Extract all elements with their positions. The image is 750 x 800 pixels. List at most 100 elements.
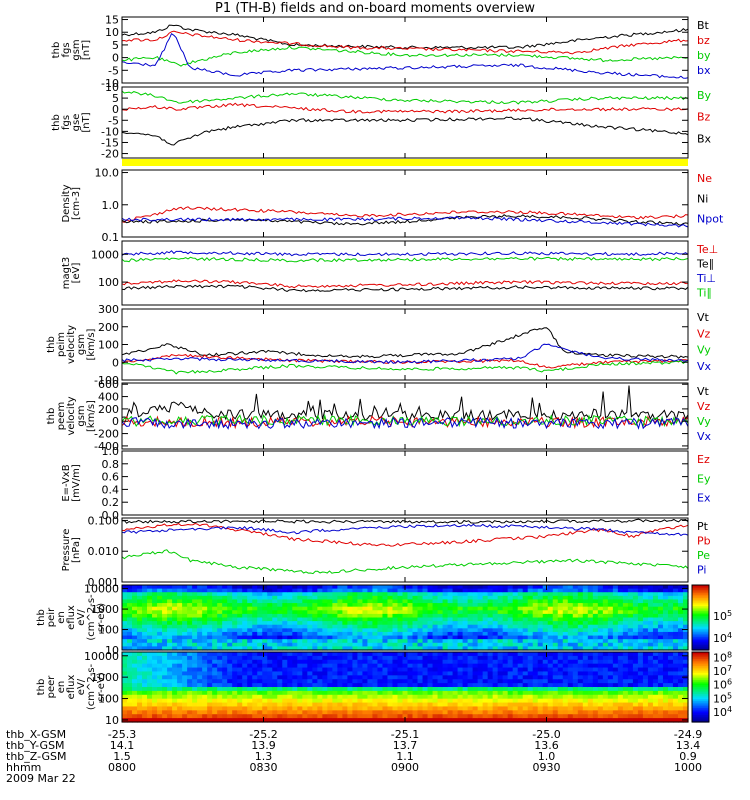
heatmap-cell <box>252 631 258 637</box>
heatmap-cell <box>487 595 494 601</box>
heatmap-cell <box>672 588 679 593</box>
heatmap-cell <box>142 613 148 619</box>
heatmap-cell <box>297 603 303 608</box>
heatmap-cell <box>267 603 273 608</box>
heatmap-cell <box>527 659 534 665</box>
heatmap-cell <box>487 667 494 673</box>
heatmap-cell <box>227 621 233 626</box>
heatmap-cell <box>207 655 213 661</box>
heatmap-cell <box>162 599 168 604</box>
heatmap-cell <box>617 642 624 647</box>
heatmap-cell <box>442 642 449 647</box>
heatmap-cell <box>337 631 343 637</box>
heatmap-cell <box>497 714 504 719</box>
heatmap-cell <box>352 613 359 619</box>
heatmap-cell <box>217 690 223 696</box>
heatmap-cell <box>662 642 669 647</box>
heatmap-cell <box>547 671 554 676</box>
heatmap-cell <box>277 702 283 708</box>
heatmap-cell <box>587 613 594 619</box>
heatmap-cell <box>532 667 539 673</box>
heatmap-cell <box>662 595 669 601</box>
heatmap-cell <box>577 603 584 608</box>
heatmap-cell <box>167 690 173 696</box>
heatmap-cell <box>192 659 198 665</box>
heatmap-cell <box>382 683 389 688</box>
heatmap-cell <box>632 624 639 629</box>
heatmap-cell <box>682 659 689 665</box>
heatmap-cell <box>427 628 434 633</box>
heatmap-cell <box>362 599 369 604</box>
heatmap-cell <box>557 671 564 676</box>
heatmap-cell <box>487 718 494 723</box>
heatmap-cell <box>577 635 584 640</box>
heatmap-cell <box>387 588 394 593</box>
heatmap-cell <box>677 588 684 593</box>
heatmap-cell <box>337 663 343 669</box>
heatmap-cell <box>257 635 263 640</box>
heatmap-cell <box>317 635 323 640</box>
heatmap-cell <box>442 588 449 593</box>
heatmap-cell <box>232 659 238 665</box>
heatmap-cell <box>437 595 444 601</box>
heatmap-cell <box>412 642 419 647</box>
heatmap-cell <box>522 646 529 651</box>
heatmap-cell <box>532 671 539 676</box>
heatmap-cell <box>282 610 288 615</box>
heatmap-cell <box>637 610 644 615</box>
heatmap-cell <box>352 628 359 633</box>
heatmap-cell <box>272 635 278 640</box>
heatmap-cell <box>137 646 143 651</box>
heatmap-cell <box>662 698 669 704</box>
heatmap-cell <box>607 588 614 593</box>
heatmap-cell <box>297 655 303 661</box>
heatmap-cell <box>162 652 168 657</box>
heatmap-cell <box>227 606 233 611</box>
heatmap-cell <box>517 679 524 684</box>
heatmap-cell <box>482 642 489 647</box>
heatmap-cell <box>452 655 459 661</box>
heatmap-cell <box>402 617 409 622</box>
heatmap-cell <box>537 702 544 708</box>
heatmap-cell <box>492 663 499 669</box>
heatmap-cell <box>352 585 359 590</box>
heatmap-cell <box>577 606 584 611</box>
heatmap-cell <box>242 610 248 615</box>
heatmap-cell <box>157 718 163 723</box>
heatmap-cell <box>632 617 639 622</box>
heatmap-cell <box>497 652 504 657</box>
heatmap-cell <box>517 690 524 696</box>
heatmap-cell <box>492 690 499 696</box>
heatmap-cell <box>562 671 569 676</box>
heatmap-cell <box>562 687 569 692</box>
heatmap-cell <box>492 613 499 619</box>
heatmap-cell <box>567 585 574 590</box>
heatmap-cell <box>552 659 559 665</box>
heatmap-cell <box>287 603 293 608</box>
heatmap-cell <box>457 690 464 696</box>
heatmap-cell <box>262 603 268 608</box>
heatmap-cell <box>152 628 158 633</box>
heatmap-cell <box>602 595 609 601</box>
heatmap-cell <box>632 671 639 676</box>
heatmap-cell <box>317 698 323 704</box>
heatmap-cell <box>257 687 263 692</box>
heatmap-cell <box>307 639 313 644</box>
heatmap-cell <box>192 613 198 619</box>
heatmap-cell <box>637 710 644 715</box>
heatmap-cell <box>557 595 564 601</box>
heatmap-cell <box>597 613 604 619</box>
heatmap-cell <box>217 617 223 622</box>
heatmap-cell <box>347 683 354 688</box>
heatmap-cell <box>547 628 554 633</box>
heatmap-cell <box>337 683 343 688</box>
heatmap-cell <box>267 628 273 633</box>
heatmap-cell <box>202 628 208 633</box>
heatmap-cell <box>182 683 188 688</box>
heatmap-cell <box>437 698 444 704</box>
heatmap-cell <box>422 613 429 619</box>
heatmap-cell <box>622 671 629 676</box>
heatmap-cell <box>157 635 163 640</box>
heatmap-cell <box>332 667 338 673</box>
